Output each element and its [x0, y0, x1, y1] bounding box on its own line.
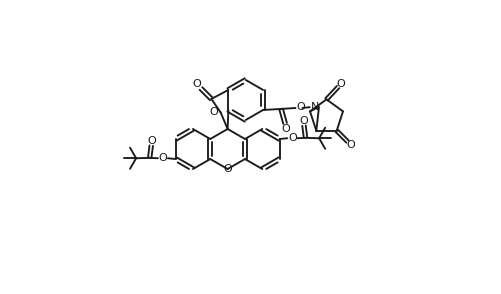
Text: N: N: [310, 102, 319, 112]
Text: O: O: [209, 107, 217, 117]
Text: O: O: [346, 140, 354, 150]
Text: O: O: [288, 133, 296, 143]
Text: O: O: [223, 164, 232, 174]
Text: O: O: [296, 102, 305, 112]
Text: O: O: [191, 79, 200, 89]
Text: O: O: [336, 79, 345, 89]
Text: O: O: [299, 116, 308, 126]
Text: O: O: [281, 124, 290, 134]
Text: O: O: [158, 153, 167, 163]
Text: O: O: [147, 136, 156, 146]
